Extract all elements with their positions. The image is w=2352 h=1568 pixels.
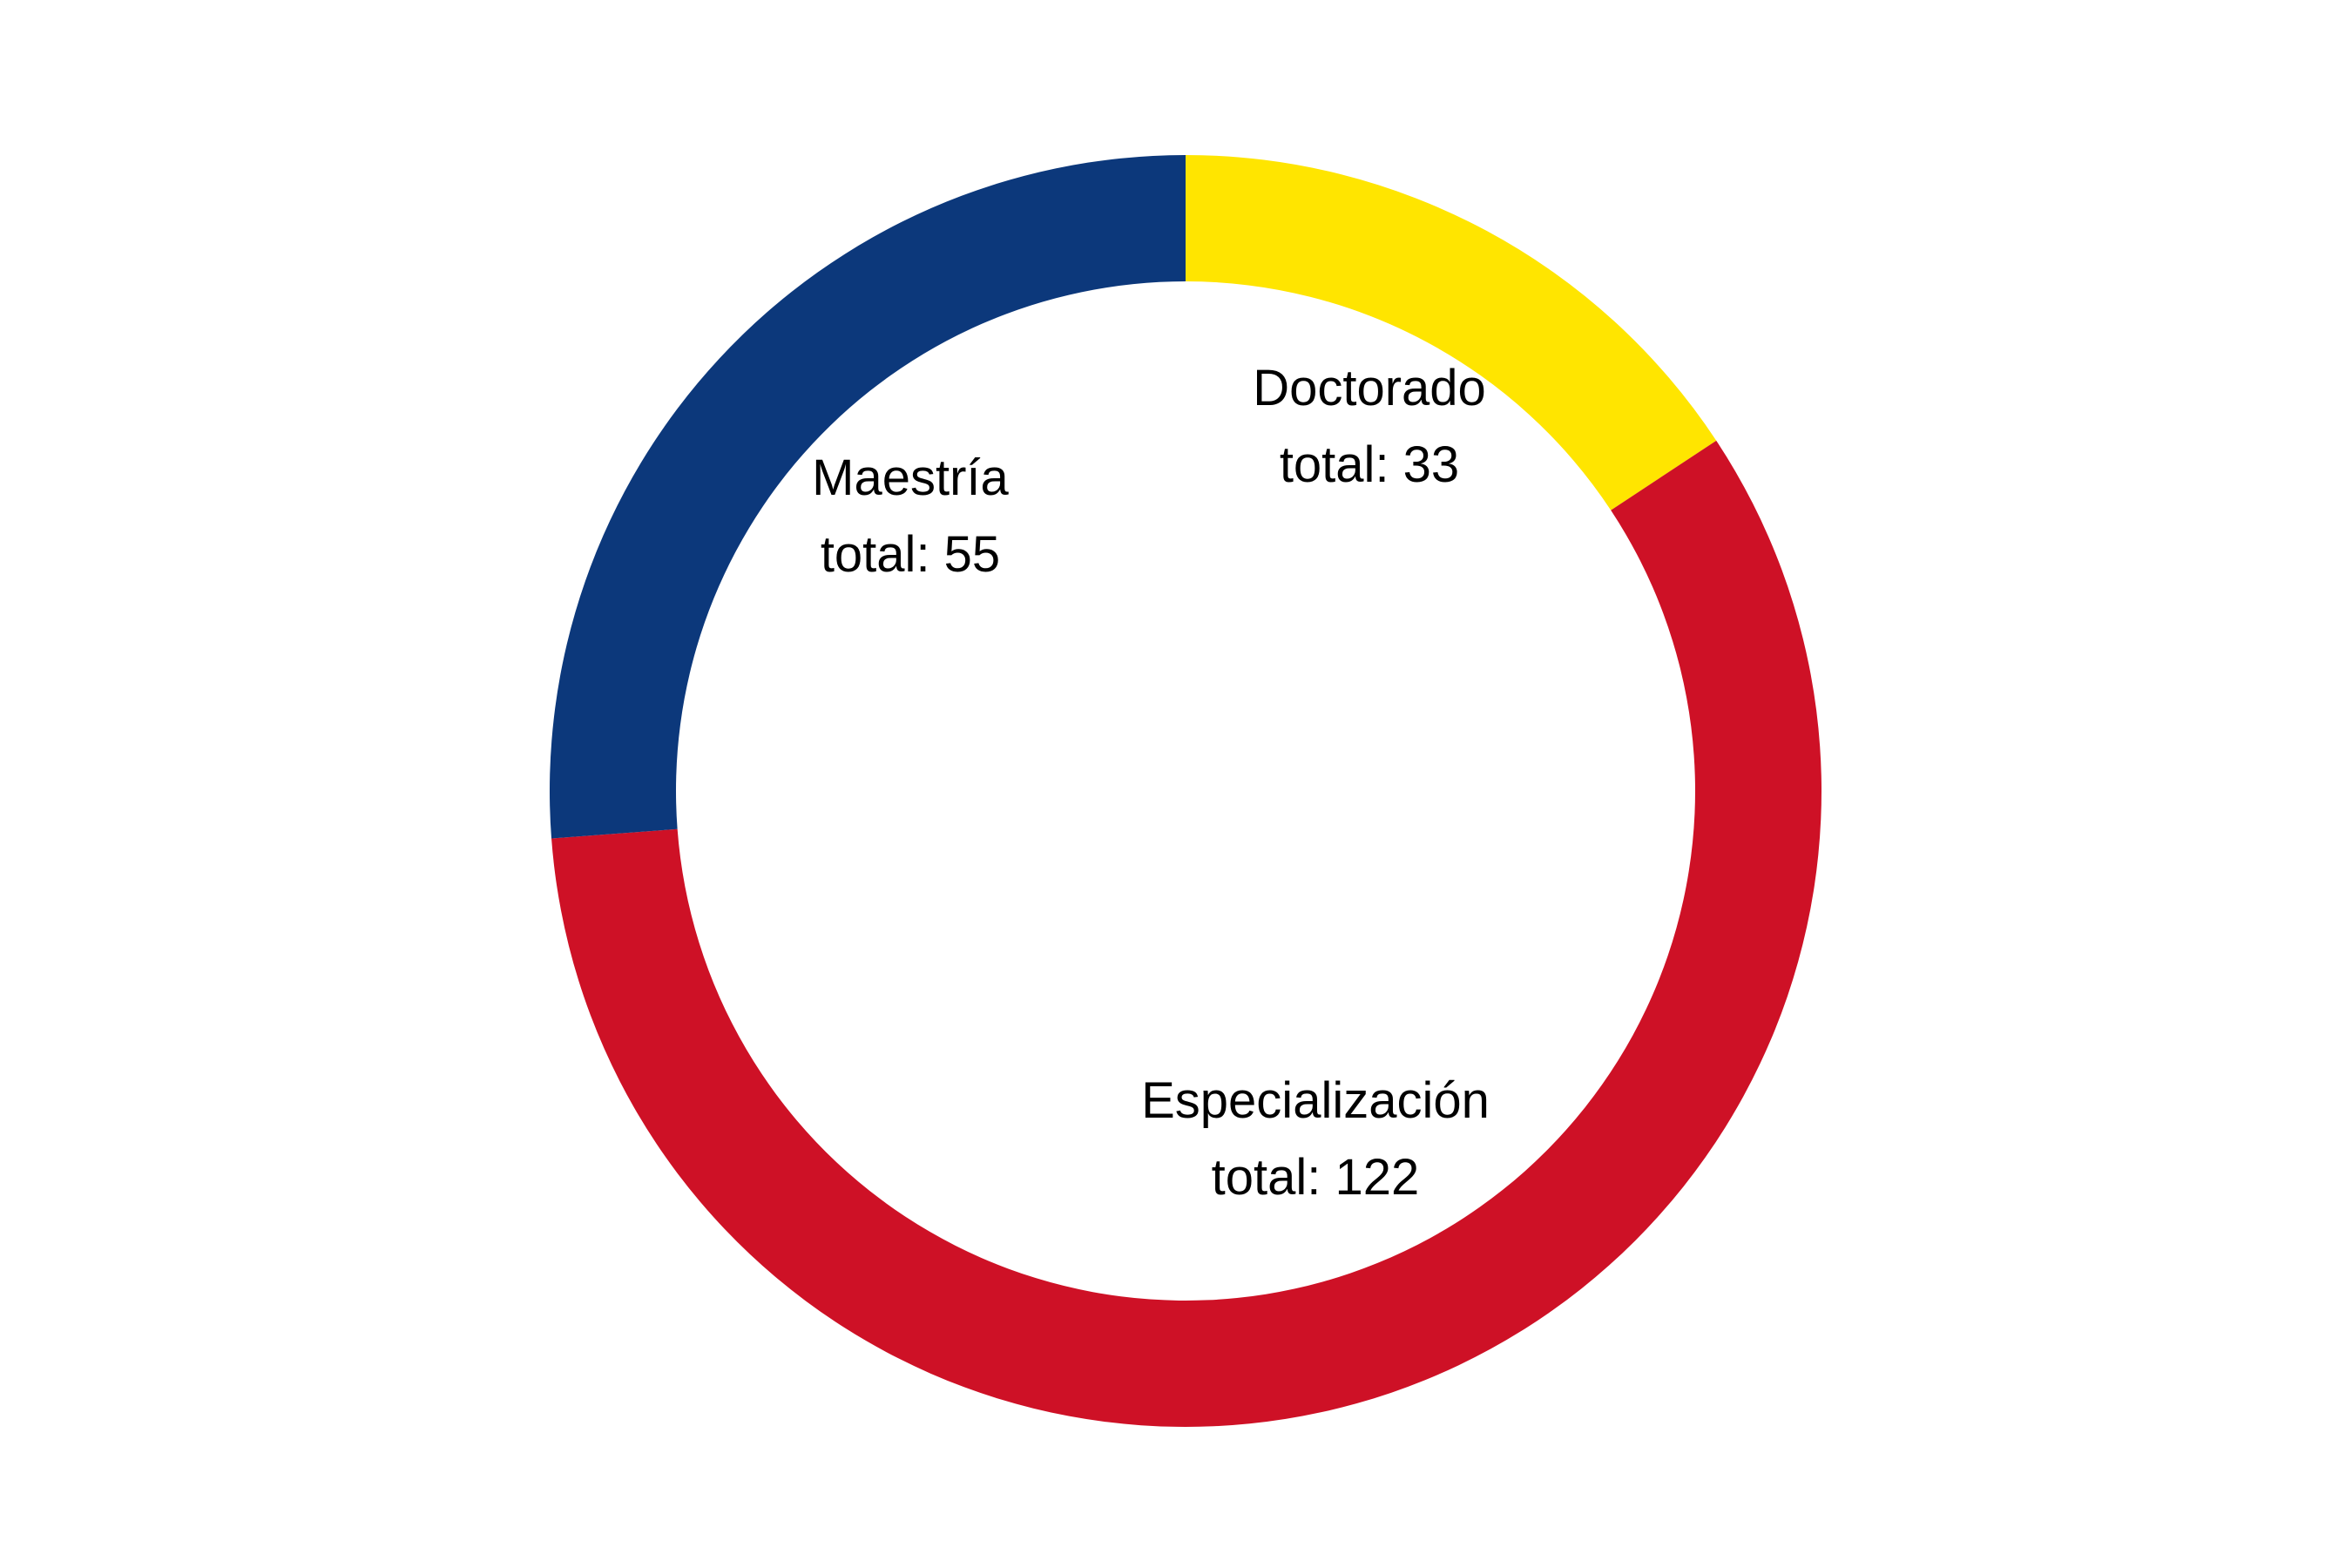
- slice-label-doctorado: Doctorado: [1253, 360, 1486, 416]
- slice-label-especializacion: Especialización: [1141, 1072, 1490, 1129]
- slice-doctorado: [1186, 155, 1717, 510]
- slice-group: [549, 155, 1821, 1427]
- slice-value-label-maestria: total: 55: [821, 526, 1000, 583]
- slice-maestria: [549, 155, 1186, 839]
- slice-value-label-doctorado: total: 33: [1280, 436, 1459, 493]
- slice-label-maestria: Maestría: [812, 449, 1009, 506]
- slice-value-label-especializacion: total: 122: [1212, 1149, 1420, 1206]
- label-group: Doctorado total: 33 Especialización total: …: [812, 360, 1490, 1206]
- slice-especializacion: [551, 440, 1821, 1427]
